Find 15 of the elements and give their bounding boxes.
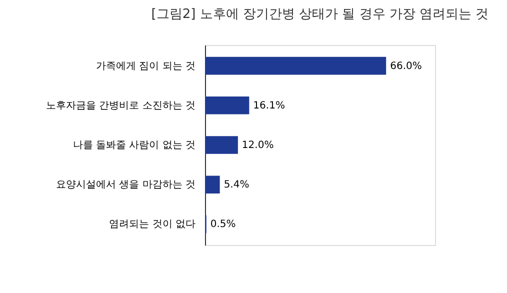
data-label: 66.0% (390, 60, 422, 72)
y-tick-label: 염려되는 것이 없다 (109, 219, 196, 230)
y-tick-label: 노후자금을 간병비로 소진하는 것 (46, 100, 196, 112)
bar (205, 56, 386, 75)
bar (205, 136, 238, 154)
bar (205, 176, 220, 194)
data-label: 16.1% (253, 100, 285, 112)
bar (205, 96, 250, 114)
y-tick-label: 나를 돌봐줄 사람이 없는 것 (72, 140, 196, 151)
y-tick-label: 가족에게 짐이 되는 것 (96, 60, 196, 72)
data-label: 12.0% (242, 140, 274, 151)
chart-title: [그림2] 노후에 장기간병 상태가 될 경우 가장 염려되는 것 (151, 7, 489, 22)
y-tick-label: 요양시설에서 생을 마감하는 것 (56, 180, 196, 191)
data-label: 0.5% (210, 219, 236, 230)
data-label: 5.4% (224, 180, 250, 191)
